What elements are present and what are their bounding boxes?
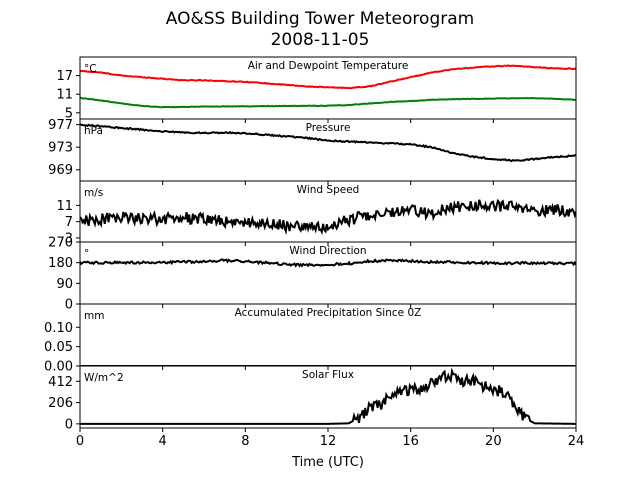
panel-title: Pressure (306, 122, 351, 134)
unit-label: hPa (84, 125, 103, 137)
series-line-6-1 (80, 367, 576, 425)
series-line-2-1 (80, 123, 576, 163)
unit-label: mm (84, 310, 104, 322)
x-tick-label: 24 (568, 434, 585, 449)
y-tick-label: 11 (56, 88, 73, 103)
y-tick-label: 11 (56, 199, 73, 214)
panel-title: Solar Flux (302, 369, 354, 381)
panel-1: 17 11 5 Air and Dewpoint Temperature °C (56, 56, 577, 123)
y-tick-label: 90 (56, 277, 73, 292)
x-tick-label: 20 (485, 434, 502, 449)
y-tick-label: 180 (48, 256, 73, 271)
y-tick-label: 3 (65, 231, 73, 246)
series-line-1-2 (80, 96, 576, 109)
y-tick-label: 977 (48, 118, 73, 133)
y-tick-label: 412 (48, 375, 73, 390)
panel-title: Wind Speed (297, 184, 360, 196)
x-tick-label: 12 (320, 434, 337, 449)
panel-2: 977 973 969 Pressure hPa (48, 118, 577, 185)
unit-label: ° (84, 248, 89, 260)
figure-subtitle: 2008-11-05 (271, 30, 370, 50)
y-tick-label: 0.10 (44, 321, 73, 336)
panel-6: 412 206 0 Solar Flux W/m^2 (48, 365, 577, 432)
series-line-1-1 (80, 64, 576, 90)
panel-title: Accumulated Precipitation Since 0Z (235, 307, 422, 319)
panel-title: Air and Dewpoint Temperature (248, 60, 409, 72)
y-tick-label: 270 (48, 236, 73, 251)
unit-label: W/m^2 (84, 372, 124, 384)
panel-4: 270 180 90 0 Wind Direction ° (48, 236, 577, 313)
y-tick-label: 7 (65, 215, 73, 230)
x-axis-label: Time (UTC) (291, 455, 364, 470)
panel-5: 0.10 0.05 0.00 Accumulated Precipitation Si… (44, 303, 577, 375)
y-tick-label: 0.05 (44, 340, 73, 355)
x-tick-label: 8 (241, 434, 249, 449)
y-tick-label: 206 (48, 396, 73, 411)
y-tick-label: 17 (56, 69, 73, 84)
y-tick-label: 973 (48, 141, 73, 156)
series-line-3-1 (80, 198, 576, 236)
x-axis: 0 4 8 12 16 20 24 (76, 434, 584, 449)
y-tick-label: 0 (65, 417, 73, 432)
panel-title: Wind Direction (289, 245, 366, 257)
series-line-4-1 (80, 258, 576, 268)
x-tick-label: 4 (159, 434, 167, 449)
figure-title: AO&SS Building Tower Meteorogram (166, 9, 474, 29)
unit-label: m/s (84, 187, 103, 199)
y-tick-label: 0.00 (44, 360, 73, 375)
y-tick-label: 969 (48, 163, 73, 178)
y-tick-label: 5 (65, 106, 73, 121)
x-tick-label: 0 (76, 434, 84, 449)
y-tick-label: 0 (65, 298, 73, 313)
unit-label: °C (84, 63, 97, 75)
x-tick-label: 16 (402, 434, 419, 449)
